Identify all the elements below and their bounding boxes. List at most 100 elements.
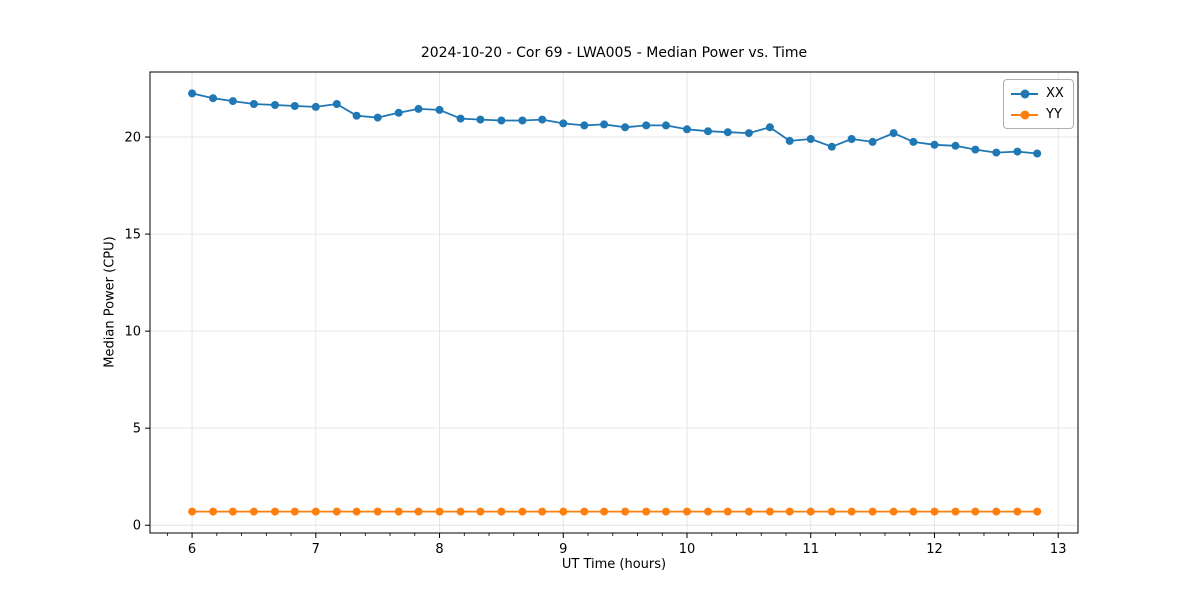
data-point-marker <box>311 102 320 111</box>
y-tick-label: 5 <box>133 422 141 437</box>
data-point-marker <box>785 136 794 145</box>
data-point-marker <box>394 108 403 117</box>
chart-title: 2024-10-20 - Cor 69 - LWA005 - Median Po… <box>420 45 808 61</box>
data-point-marker <box>373 507 382 516</box>
data-point-marker <box>332 507 341 516</box>
data-point-marker <box>621 507 630 516</box>
data-point-marker <box>744 507 753 516</box>
y-tick-label: 0 <box>133 519 141 534</box>
data-point-marker <box>868 137 877 146</box>
data-point-marker <box>580 121 589 130</box>
x-tick-label: 13 <box>1050 542 1067 557</box>
data-point-marker <box>847 135 856 143</box>
data-point-marker <box>930 140 939 149</box>
data-point-marker <box>435 507 444 516</box>
data-point-marker <box>559 507 568 516</box>
series-xx <box>188 89 1042 158</box>
data-point-marker <box>538 115 547 124</box>
x-tick-label: 6 <box>188 542 196 557</box>
legend-item-xx: XX <box>1011 84 1064 103</box>
data-point-marker <box>683 125 691 134</box>
data-point-marker <box>909 137 918 146</box>
data-point-marker <box>228 97 237 106</box>
x-minor-ticks <box>166 533 1034 536</box>
data-point-marker <box>806 507 815 516</box>
data-point-marker <box>352 111 361 120</box>
data-point-marker <box>414 104 423 113</box>
grid <box>150 72 1078 533</box>
legend-label: XX <box>1046 86 1064 101</box>
data-point-marker <box>704 507 712 516</box>
x-tick-label: 9 <box>559 542 567 557</box>
y-axis-label: Median Power (CPU) <box>102 236 118 368</box>
data-point-marker <box>538 507 547 516</box>
data-point-marker <box>765 123 774 132</box>
data-point-marker <box>518 116 527 125</box>
data-point-marker <box>1013 507 1022 516</box>
data-point-marker <box>642 121 651 130</box>
x-tick-label: 12 <box>926 542 943 557</box>
series-yy <box>188 507 1042 516</box>
data-point-marker <box>600 507 609 516</box>
y-tick-label: 15 <box>124 228 141 243</box>
data-point-marker <box>559 119 568 128</box>
data-point-marker <box>311 507 320 516</box>
y-tick-label: 20 <box>124 131 141 146</box>
data-point-marker <box>951 507 960 516</box>
x-tick-label: 11 <box>802 542 819 557</box>
legend-line-marker-icon <box>1011 109 1038 120</box>
data-point-marker <box>497 116 506 125</box>
data-point-marker <box>1013 147 1022 156</box>
data-point-marker <box>847 507 856 516</box>
legend-item-yy: YY <box>1011 105 1064 124</box>
data-point-marker <box>642 507 651 516</box>
data-point-marker <box>827 507 836 516</box>
data-point-marker <box>476 507 485 516</box>
data-point-marker <box>600 120 609 129</box>
data-point-marker <box>249 507 258 516</box>
legend: XX YY <box>1003 79 1074 129</box>
data-point-marker <box>662 121 670 130</box>
data-point-marker <box>435 105 444 114</box>
legend-line-marker-icon <box>1011 88 1038 99</box>
data-point-marker <box>806 135 815 143</box>
y-tick-label: 10 <box>124 325 141 340</box>
data-point-marker <box>188 89 197 98</box>
data-point-marker <box>785 507 794 516</box>
data-point-marker <box>889 129 898 138</box>
data-point-marker <box>373 113 382 122</box>
data-point-marker <box>228 507 237 516</box>
x-tick-label: 10 <box>679 542 696 557</box>
data-point-marker <box>868 507 877 516</box>
data-point-marker <box>209 94 218 103</box>
plot-frame <box>149 71 1079 534</box>
data-point-marker <box>992 507 1001 516</box>
x-tick-label: 8 <box>435 542 443 557</box>
x-axis-label: UT Time (hours) <box>561 557 667 572</box>
data-point-marker <box>290 102 299 110</box>
x-tick-label: 7 <box>312 542 320 557</box>
data-point-marker <box>683 507 691 516</box>
data-point-marker <box>971 145 980 154</box>
data-point-marker <box>209 507 218 516</box>
data-point-marker <box>992 148 1001 157</box>
data-point-marker <box>456 507 465 516</box>
data-point-marker <box>930 507 939 516</box>
data-point-marker <box>249 100 258 108</box>
data-point-marker <box>352 507 361 516</box>
data-point-marker <box>723 128 732 137</box>
data-point-marker <box>1033 507 1042 516</box>
data-point-marker <box>765 507 774 516</box>
data-point-marker <box>414 507 423 516</box>
data-point-marker <box>394 507 403 516</box>
data-point-marker <box>744 129 753 138</box>
data-point-marker <box>723 507 732 516</box>
data-point-marker <box>1033 149 1042 158</box>
data-point-marker <box>497 507 506 516</box>
data-point-marker <box>456 114 465 123</box>
major-ticks <box>145 136 1059 538</box>
data-point-marker <box>518 507 527 516</box>
data-point-marker <box>621 123 630 132</box>
data-point-marker <box>580 507 589 516</box>
